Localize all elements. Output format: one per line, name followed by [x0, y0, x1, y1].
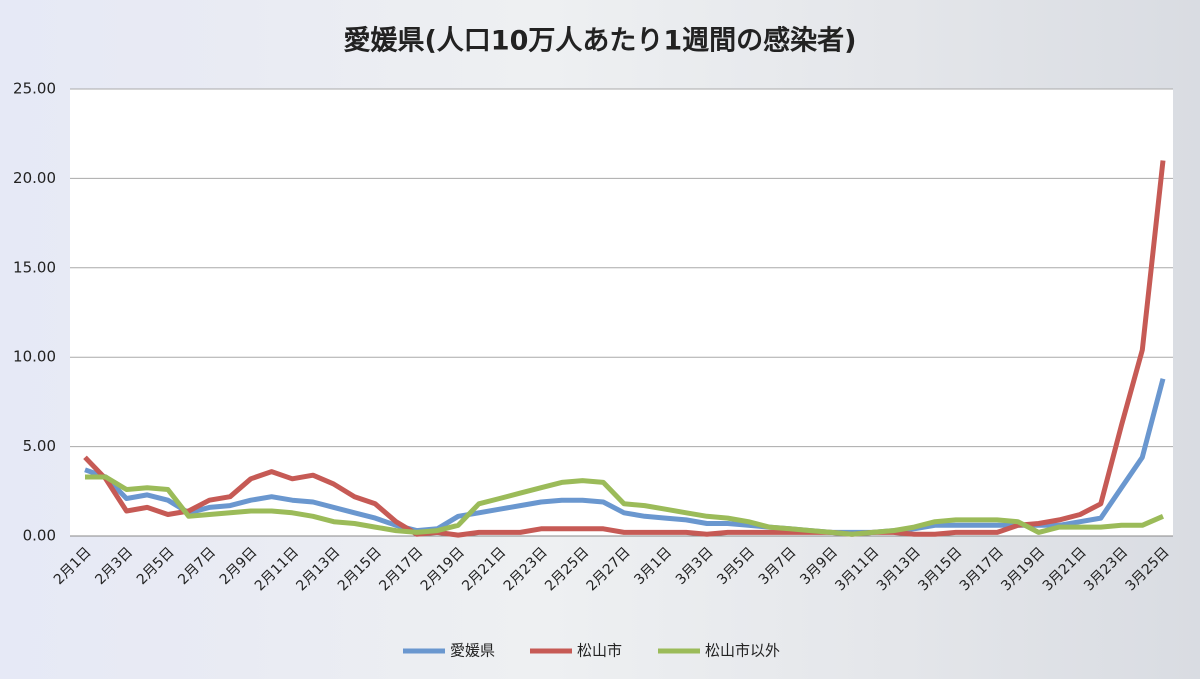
chart-title: 愛媛県(人口10万人あたり1週間の感染者)	[343, 25, 856, 57]
x-tick-label: 3月13日	[874, 544, 924, 594]
x-tick-label: 3月5日	[714, 544, 758, 588]
plot-area	[70, 89, 1173, 536]
x-tick-label: 2月11日	[252, 544, 302, 594]
y-tick-label: 0.00	[23, 527, 56, 545]
x-tick-label: 3月7日	[756, 544, 800, 588]
x-tick-label: 2月5日	[134, 544, 178, 588]
x-tick-label: 3月19日	[998, 544, 1048, 594]
x-tick-label: 2月13日	[293, 544, 343, 594]
y-tick-label: 25.00	[13, 80, 56, 98]
legend-label: 愛媛県	[450, 642, 495, 660]
x-tick-label: 3月21日	[1040, 544, 1090, 594]
y-tick-label: 15.00	[13, 258, 56, 276]
x-tick-label: 2月17日	[376, 544, 426, 594]
x-tick-label: 3月17日	[957, 544, 1007, 594]
x-tick-label: 2月19日	[418, 544, 468, 594]
x-tick-label: 2月3日	[92, 544, 136, 588]
y-tick-label: 20.00	[13, 169, 56, 187]
x-tick-label: 2月21日	[459, 544, 509, 594]
series-line	[83, 160, 1166, 538]
x-tick-label: 2月7日	[175, 544, 219, 588]
series-line	[84, 378, 1166, 535]
legend-label: 松山市	[577, 642, 622, 660]
y-tick-label: 10.00	[13, 348, 56, 366]
series-line	[85, 474, 1164, 537]
legend-label: 松山市以外	[705, 642, 780, 660]
x-tick-label: 2月15日	[335, 544, 385, 594]
x-tick-label: 2月1日	[51, 544, 95, 588]
x-tick-label: 2月25日	[542, 544, 592, 594]
x-tick-label: 3月25日	[1123, 544, 1173, 594]
x-tick-label: 2月23日	[501, 544, 551, 594]
x-tick-label: 3月11日	[832, 544, 882, 594]
x-tick-label: 3月23日	[1081, 544, 1131, 594]
x-tick-label: 3月1日	[631, 544, 675, 588]
x-tick-label: 3月3日	[673, 544, 717, 588]
x-tick-label: 3月15日	[915, 544, 965, 594]
x-tick-label: 2月27日	[584, 544, 634, 594]
y-tick-label: 5.00	[23, 437, 56, 455]
